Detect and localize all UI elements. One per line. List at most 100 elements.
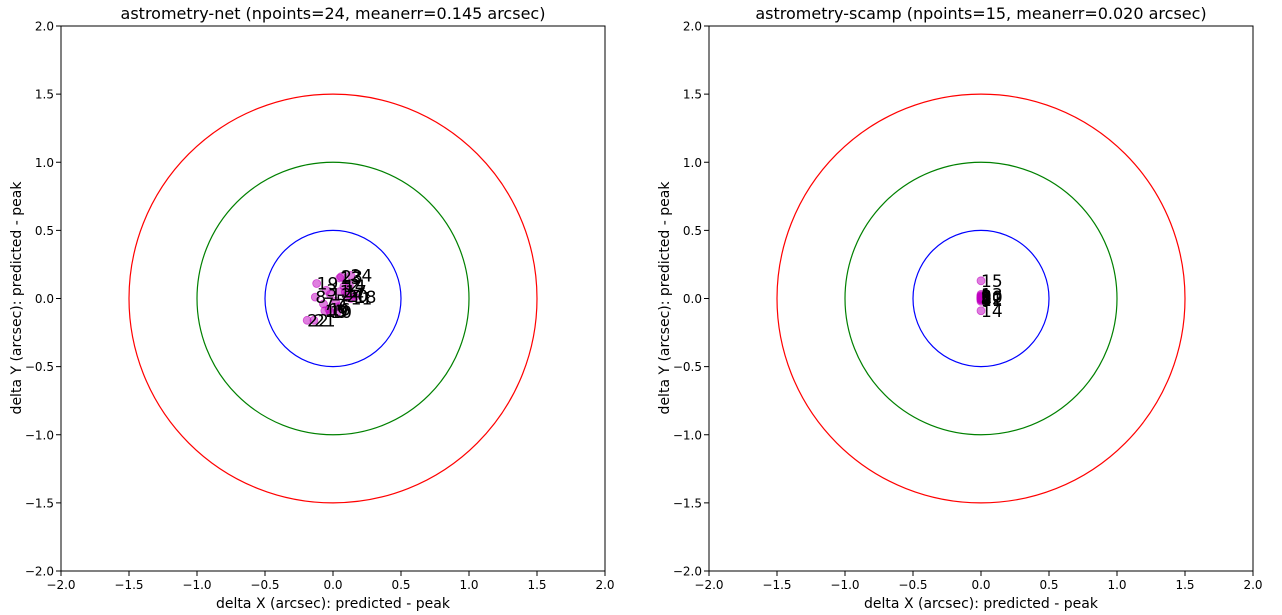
y-axis-label: delta Y (arcsec): predicted - peak <box>9 181 25 415</box>
point-label: 11 <box>351 290 373 310</box>
point-label: 17 <box>345 283 367 303</box>
y-tick-label: 0.0 <box>683 292 702 306</box>
reference-circle-r1 <box>844 161 1118 436</box>
data-point <box>346 270 356 280</box>
point-label: 6 <box>338 298 349 318</box>
point-label: 7 <box>981 292 992 312</box>
chart-title: astrometry-net (npoints=24, meanerr=0.14… <box>121 4 546 23</box>
point-label: 1 <box>340 283 351 303</box>
x-tick-label: −1.5 <box>762 578 791 592</box>
reference-circle-r0.5 <box>912 229 1050 368</box>
point-label: 21 <box>314 311 336 331</box>
chart-title: astrometry-scamp (npoints=15, meanerr=0.… <box>755 4 1206 23</box>
y-tick-label: 0.0 <box>35 292 54 306</box>
point-label: 23 <box>341 268 363 288</box>
x-tick-label: −2.0 <box>694 578 723 592</box>
y-tick-label: −2.0 <box>25 565 54 579</box>
y-tick-label: 1.0 <box>683 156 702 170</box>
data-point <box>310 292 320 302</box>
reference-circle-r0.5 <box>264 229 402 368</box>
x-tick-label: −2.0 <box>46 578 75 592</box>
point-label: 10 <box>330 303 352 323</box>
point-label: 5 <box>336 292 347 312</box>
x-tick-label: 0.5 <box>1039 578 1058 592</box>
point-label: 12 <box>981 290 1003 310</box>
y-tick-label: 2.0 <box>683 20 702 34</box>
y-tick-label: 1.5 <box>683 88 702 102</box>
point-label: 10 <box>981 288 1003 308</box>
point-label: 4 <box>353 285 364 305</box>
x-tick-label: −0.5 <box>898 578 927 592</box>
data-point <box>312 279 322 288</box>
x-tick-label: 1.0 <box>1107 578 1126 592</box>
point-label: 13 <box>340 269 362 289</box>
astrometry-scamp-panel: astrometry-scamp (npoints=15, meanerr=0.… <box>657 4 1263 612</box>
point-label: 4 <box>981 291 992 311</box>
point-label: 14 <box>344 277 366 297</box>
data-point <box>302 315 312 325</box>
x-tick-label: −0.5 <box>250 578 279 592</box>
data-point <box>336 272 346 282</box>
point-label: 5 <box>981 290 992 310</box>
data-point <box>976 306 986 316</box>
y-tick-label: 1.0 <box>35 156 54 170</box>
x-tick-label: 0.0 <box>971 578 990 592</box>
x-tick-label: 1.5 <box>1175 578 1194 592</box>
point-label: 18 <box>355 288 377 308</box>
y-tick-label: −2.0 <box>673 565 702 579</box>
x-tick-label: 2.0 <box>1243 578 1262 592</box>
y-tick-label: 0.5 <box>683 224 702 238</box>
point-label: 11 <box>981 291 1003 311</box>
data-point <box>342 291 352 301</box>
point-label: 2 <box>981 290 992 310</box>
x-tick-label: 0.0 <box>323 578 342 592</box>
point-label: 9 <box>981 287 992 307</box>
point-label: 8 <box>981 290 992 310</box>
y-axis-label: delta Y (arcsec): predicted - peak <box>657 181 673 415</box>
y-tick-label: −0.5 <box>25 360 54 374</box>
point-label: 15 <box>981 272 1003 292</box>
point-label: 14 <box>981 302 1003 322</box>
x-axis-label: delta X (arcsec): predicted - peak <box>216 596 451 612</box>
point-label: 8 <box>315 288 326 308</box>
data-point <box>325 290 335 299</box>
data-point <box>976 276 986 286</box>
y-tick-label: 1.5 <box>35 88 54 102</box>
x-tick-label: −1.5 <box>114 578 143 592</box>
x-tick-label: 2.0 <box>595 578 614 592</box>
point-label: 20 <box>347 287 369 307</box>
point-label: 2 <box>349 276 360 296</box>
x-tick-label: 1.0 <box>459 578 478 592</box>
y-tick-label: 0.5 <box>35 224 54 238</box>
x-tick-label: −1.0 <box>182 578 211 592</box>
y-tick-label: 2.0 <box>35 20 54 34</box>
reference-circle-r1.5 <box>128 93 538 504</box>
y-tick-label: −1.0 <box>25 428 54 442</box>
x-tick-label: −1.0 <box>830 578 859 592</box>
point-label: 12 <box>330 285 352 305</box>
x-axis-label: delta X (arcsec): predicted - peak <box>864 596 1099 612</box>
data-point <box>976 290 986 299</box>
y-tick-label: −0.5 <box>673 360 702 374</box>
astrometry-net-panel: astrometry-net (npoints=24, meanerr=0.14… <box>9 4 615 612</box>
point-label: 7 <box>323 295 334 315</box>
y-tick-label: −1.0 <box>673 428 702 442</box>
point-label: 3 <box>981 287 992 307</box>
data-point <box>324 304 334 314</box>
point-label: 19 <box>317 275 339 295</box>
reference-circle-r1.5 <box>776 93 1186 504</box>
x-tick-label: 0.5 <box>391 578 410 592</box>
y-tick-label: −1.5 <box>673 496 702 510</box>
point-label: 1 <box>981 288 992 308</box>
point-label: 3 <box>326 281 337 301</box>
point-label: 13 <box>981 285 1003 305</box>
point-label: 15 <box>325 302 347 322</box>
point-label: 9 <box>337 303 348 323</box>
y-tick-label: −1.5 <box>25 496 54 510</box>
reference-circle-r1 <box>196 161 470 436</box>
point-label: 24 <box>351 266 373 286</box>
point-label: 16 <box>329 300 351 320</box>
